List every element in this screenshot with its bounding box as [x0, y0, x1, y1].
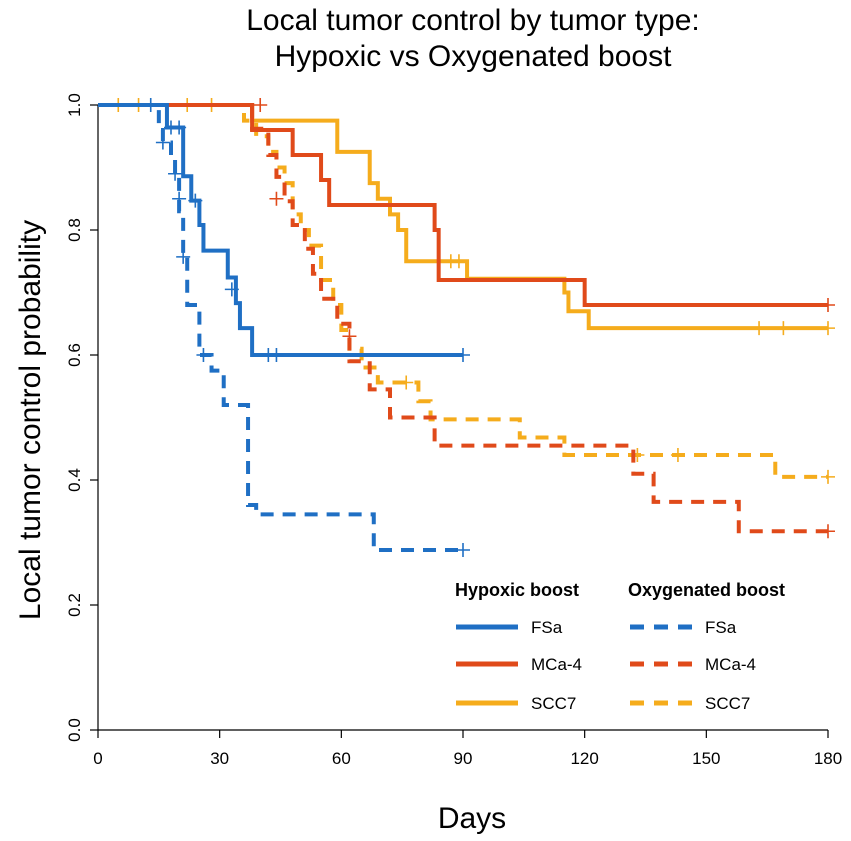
- y-tick-label: 0.2: [65, 593, 84, 617]
- censor-mark: [821, 321, 835, 336]
- chart-title-line-1: Local tumor control by tumor type:: [246, 4, 700, 37]
- censor-mark: [399, 375, 414, 390]
- censor-mark: [269, 348, 284, 362]
- censor-mark: [168, 166, 183, 181]
- censor-mark: [451, 254, 466, 269]
- censor-mark: [155, 135, 170, 150]
- censor-mark: [821, 524, 835, 539]
- series-fsa-hypoxic: [98, 98, 470, 362]
- censor-mark: [670, 448, 685, 462]
- legend-label: SCC7: [531, 694, 576, 713]
- legend: Hypoxic boost Oxygenated boost FSa MCa-4 S…: [455, 580, 785, 713]
- censor-mark: [253, 98, 268, 112]
- series-line: [98, 103, 463, 357]
- censor-mark: [776, 321, 791, 336]
- y-tick-label: 0.0: [65, 718, 84, 742]
- series-line: [98, 103, 828, 331]
- x-tick-label: 30: [210, 749, 229, 768]
- chart-title: Local tumor control by tumor type: Hypox…: [246, 4, 700, 73]
- series-scc7-oxygenated: [98, 103, 835, 484]
- censor-mark: [456, 348, 470, 362]
- x-tick-label: 180: [814, 749, 842, 768]
- y-axis-label: Local tumor control probability: [14, 220, 47, 620]
- legend-label: FSa: [705, 618, 737, 637]
- legend-label: FSa: [531, 618, 563, 637]
- x-axis-label: Days: [438, 802, 506, 835]
- legend-title-oxygenated: Oxygenated boost: [628, 580, 785, 600]
- censor-mark: [172, 191, 187, 206]
- censor-mark: [456, 543, 470, 557]
- x-tick-label: 0: [93, 749, 102, 768]
- chart-title-line-2: Hypoxic vs Oxygenated boost: [275, 40, 673, 73]
- y-tick-label: 0.4: [65, 468, 84, 492]
- x-tick-label: 150: [692, 749, 720, 768]
- series-line: [98, 103, 828, 479]
- x-tick-label: 60: [332, 749, 351, 768]
- axes: 0 30 60 90 120 150 180 0.0 0.2 0.4 0.6 0.8 1.0: [65, 93, 842, 768]
- y-tick-label: 0.6: [65, 343, 84, 367]
- censor-mark: [196, 348, 211, 362]
- censor-mark: [269, 191, 284, 206]
- series-mca4-hypoxic: [98, 98, 835, 312]
- series-layer: [98, 98, 835, 557]
- legend-label: SCC7: [705, 694, 750, 713]
- series-line: [98, 103, 828, 307]
- series-mca4-oxygenated: [98, 103, 835, 539]
- censor-mark: [342, 329, 357, 344]
- censor-mark: [821, 298, 835, 312]
- series-line: [98, 103, 828, 534]
- y-tick-label: 0.8: [65, 218, 84, 242]
- censor-mark: [176, 249, 191, 264]
- x-tick-label: 120: [570, 749, 598, 768]
- series-line: [98, 103, 463, 552]
- legend-entries: FSa MCa-4 SCC7 FSa MCa-4 SCC7: [456, 618, 756, 713]
- legend-label: MCa-4: [531, 655, 582, 674]
- censor-mark: [188, 193, 203, 208]
- censor-mark: [224, 282, 239, 297]
- y-tick-label: 1.0: [65, 93, 84, 117]
- x-tick-label: 90: [454, 749, 473, 768]
- legend-label: MCa-4: [705, 655, 756, 674]
- series-scc7-hypoxic: [98, 98, 835, 336]
- censor-mark: [821, 469, 835, 484]
- legend-title-hypoxic: Hypoxic boost: [455, 580, 579, 600]
- censor-mark: [752, 321, 767, 336]
- series-fsa-oxygenated: [98, 103, 470, 557]
- censor-mark: [172, 120, 187, 135]
